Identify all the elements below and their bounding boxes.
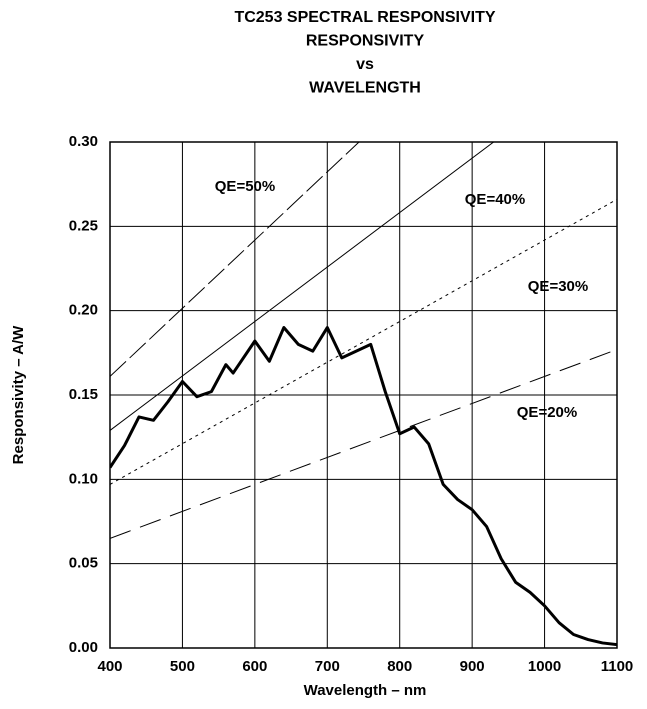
y-tick-label: 0.20 [69, 302, 98, 319]
qe-line [110, 142, 495, 431]
y-tick-label: 0.25 [69, 217, 98, 234]
responsivity-line [110, 326, 617, 647]
chart-title: WAVELENGTH [309, 80, 421, 97]
y-tick-label: 0.10 [69, 470, 98, 487]
x-tick-label: 1100 [601, 658, 634, 675]
qe-label: QE=40% [465, 191, 525, 208]
y-tick-label: 0.15 [69, 386, 98, 403]
plot-frame [109, 141, 618, 649]
y-axis-label: Responsivity – A/W [10, 325, 27, 464]
plot-area [110, 142, 617, 647]
qe-label: QE=50% [215, 178, 275, 195]
x-tick-label: 1000 [528, 658, 561, 675]
y-tick-label: 0.00 [69, 639, 98, 656]
qe-label: QE=20% [517, 404, 577, 421]
qe-line [110, 348, 617, 539]
chart-title: TC253 SPECTRAL RESPONSIVITY [234, 9, 495, 26]
chart-title: RESPONSIVITY [306, 33, 425, 50]
x-tick-label: 600 [242, 658, 267, 675]
x-tick-label: 500 [170, 658, 195, 675]
x-tick-label: 800 [387, 658, 412, 675]
qe-line [110, 142, 360, 377]
qe-line [110, 198, 617, 485]
x-axis-label: Wavelength – nm [304, 682, 427, 699]
x-tick-label: 700 [315, 658, 340, 675]
qe-label: QE=30% [528, 278, 588, 295]
y-tick-label: 0.05 [69, 555, 98, 572]
y-tick-label: 0.30 [69, 133, 98, 150]
chart-title: vs [356, 56, 374, 73]
x-tick-label: 400 [97, 658, 122, 675]
x-tick-label: 900 [460, 658, 485, 675]
